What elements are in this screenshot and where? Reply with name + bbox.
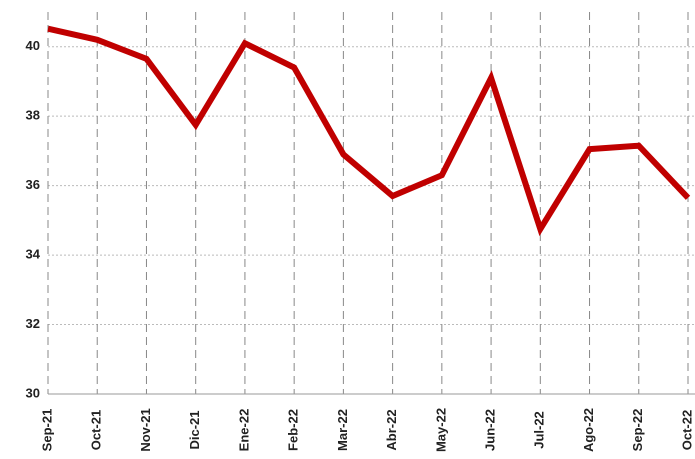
x-tick-label: Dic-21 — [187, 410, 202, 449]
y-tick-label: 32 — [26, 316, 40, 331]
x-tick-label: Sep-21 — [39, 409, 54, 452]
x-tick-label: Jun-22 — [483, 409, 498, 451]
data-line — [47, 25, 691, 237]
y-tick-label: 30 — [26, 385, 40, 400]
x-tick-label: Ago-22 — [581, 408, 596, 452]
x-tick-label: Oct-21 — [89, 410, 104, 450]
x-tick-label: Sep-22 — [630, 409, 645, 452]
x-tick-label: Nov-21 — [138, 408, 153, 451]
x-tick-label: May-22 — [433, 408, 448, 452]
x-tick-label: Feb-22 — [286, 409, 301, 451]
y-tick-label: 38 — [26, 108, 40, 123]
x-tick-label: Jul-22 — [532, 411, 547, 449]
x-tick-label: Mar-22 — [335, 409, 350, 451]
x-tick-label: Oct-22 — [679, 410, 694, 450]
y-tick-label: 34 — [26, 247, 41, 262]
x-tick-label: Ene-22 — [236, 409, 251, 452]
x-tick-label: Abr-22 — [384, 409, 399, 450]
y-tick-label: 40 — [26, 38, 40, 53]
y-tick-label: 36 — [26, 177, 40, 192]
